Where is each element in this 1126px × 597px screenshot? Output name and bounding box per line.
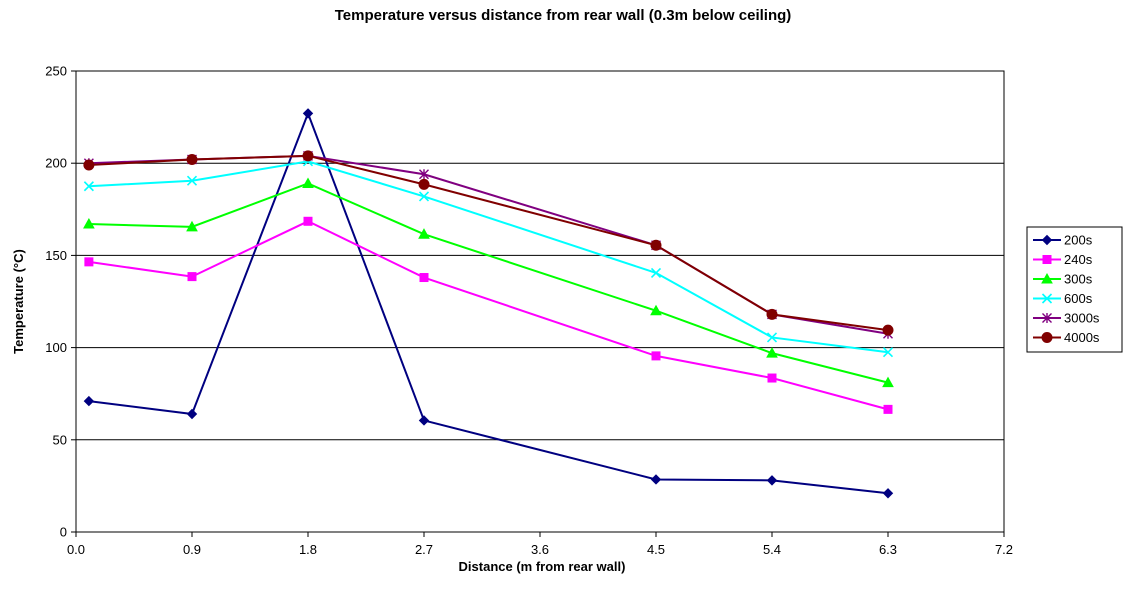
series-600s (83, 156, 894, 358)
legend-entry: 4000s (1033, 330, 1100, 345)
data-point (418, 178, 430, 190)
data-point (766, 308, 778, 320)
data-point (418, 228, 430, 239)
data-point (766, 347, 778, 358)
x-tick-label: 0.0 (67, 542, 85, 557)
legend-label: 3000s (1064, 311, 1100, 326)
y-tick-label: 100 (45, 340, 67, 355)
data-point (650, 304, 662, 316)
data-point (767, 373, 777, 383)
data-point (419, 169, 429, 180)
data-point (882, 376, 894, 388)
legend: 200s 240s 300s 600s 3000s 4000s (1026, 226, 1123, 353)
y-tick-label: 250 (45, 64, 67, 79)
legend-entry: 600s (1033, 291, 1093, 306)
data-point (83, 395, 95, 407)
legend-label: 240s (1064, 252, 1093, 267)
data-point (83, 159, 95, 171)
x-tick-label: 1.8 (299, 542, 317, 557)
data-point (650, 474, 662, 485)
legend-marker (1042, 255, 1052, 264)
data-point (83, 181, 94, 192)
data-point (84, 257, 94, 267)
data-point (651, 351, 661, 361)
legend-marker (1041, 272, 1053, 284)
axes: 0 50 100 150 200 250 0.0 0.9 1.8 2.7 3.6 4.5 5.4 6.3 7… (11, 64, 1013, 575)
legend-marker (1042, 313, 1052, 323)
x-tick-label: 3.6 (531, 542, 549, 557)
legend-entry: 240s (1033, 252, 1093, 267)
grid-lines (76, 162, 1004, 441)
data-point (187, 272, 197, 282)
legend-box (1026, 226, 1123, 353)
legend-entry: 200s (1033, 233, 1093, 248)
series-300s (83, 177, 894, 388)
data-point (186, 175, 198, 186)
legend-label: 4000s (1064, 330, 1100, 345)
data-point (883, 404, 893, 414)
data-point (882, 488, 894, 499)
x-tick-label: 6.3 (879, 542, 897, 557)
data-point (302, 108, 314, 119)
data-point (186, 220, 198, 232)
data-point (650, 267, 662, 278)
data-point (83, 218, 95, 229)
data-point (650, 239, 662, 251)
y-tick-label: 50 (53, 432, 67, 447)
y-axis-title: Temperature (°C) (11, 249, 26, 354)
plot-area (75, 70, 1005, 533)
series-lines (83, 108, 894, 499)
series-200s (83, 108, 894, 499)
series-line (88, 154, 889, 335)
data-point (186, 408, 198, 420)
y-tick-label: 0 (60, 525, 67, 540)
series-line (88, 182, 889, 384)
y-tick-label: 150 (45, 248, 67, 263)
data-point (418, 191, 430, 202)
legend-label: 200s (1064, 233, 1093, 248)
series-240s (84, 216, 893, 414)
data-point (186, 154, 198, 166)
legend-entry: 3000s (1033, 311, 1100, 326)
legend-label: 300s (1064, 272, 1093, 287)
data-point (882, 347, 894, 358)
data-point (766, 332, 778, 343)
x-tick-label: 0.9 (183, 542, 201, 557)
data-point (302, 177, 314, 188)
x-axis-title: Distance (m from rear wall) (459, 559, 626, 574)
x-tick-label: 4.5 (647, 542, 665, 557)
legend-entry: 300s (1033, 272, 1093, 287)
x-tick-label: 7.2 (995, 542, 1013, 557)
chart-title: Temperature versus distance from rear wa… (334, 7, 792, 24)
legend-marker (1041, 293, 1053, 304)
data-point (766, 475, 778, 486)
series-line (88, 110, 889, 495)
data-point (419, 273, 429, 283)
data-point (302, 150, 314, 162)
x-tick-label: 2.7 (415, 542, 433, 557)
y-tick-label: 200 (45, 156, 67, 171)
data-point (882, 324, 894, 336)
legend-marker (1041, 234, 1053, 246)
legend-label: 600s (1064, 291, 1093, 306)
series-line (88, 160, 889, 354)
series-line (88, 154, 889, 332)
x-tick-label: 5.4 (763, 542, 781, 557)
data-point (303, 216, 313, 226)
data-point (418, 415, 430, 426)
series-4000s (83, 150, 894, 336)
legend-marker (1041, 332, 1053, 343)
